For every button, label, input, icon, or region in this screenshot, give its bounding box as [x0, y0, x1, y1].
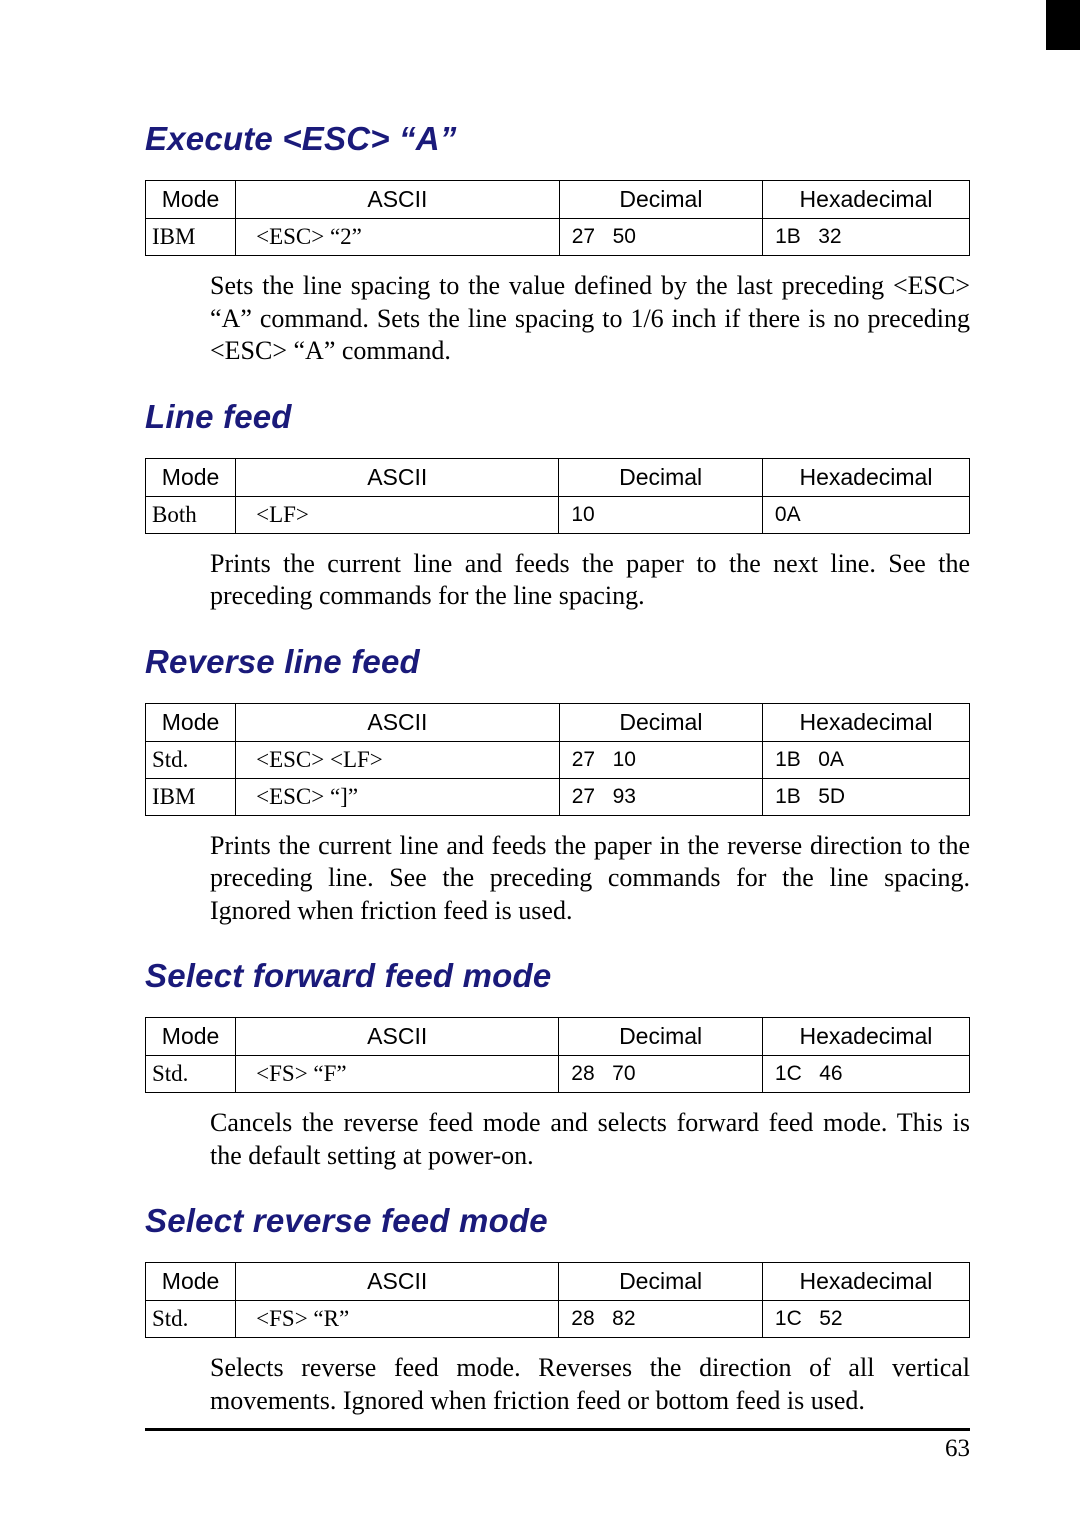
col-mode: Mode [146, 181, 236, 219]
section-title: Reverse line feed [145, 643, 970, 681]
col-mode: Mode [146, 703, 236, 741]
col-ascii: ASCII [236, 703, 560, 741]
cell-mode: Std. [146, 1301, 236, 1338]
col-hex: Hexadecimal [762, 1263, 969, 1301]
cell-ascii: <FS> “R” [236, 1301, 559, 1338]
table-row: Std. <ESC> <LF> 27 10 1B 0A [146, 741, 970, 778]
col-hex: Hexadecimal [762, 1018, 969, 1056]
table-row: Both <LF> 10 0A [146, 496, 970, 533]
command-table: Mode ASCII Decimal Hexadecimal Std. <FS>… [145, 1017, 970, 1093]
cell-ascii: <ESC> “]” [236, 778, 560, 815]
col-hex: Hexadecimal [762, 458, 969, 496]
cell-hex: 1C 46 [762, 1056, 969, 1093]
col-hex: Hexadecimal [763, 703, 970, 741]
cell-hex: 1B 0A [763, 741, 970, 778]
cell-mode: Std. [146, 741, 236, 778]
col-mode: Mode [146, 1263, 236, 1301]
command-table: Mode ASCII Decimal Hexadecimal Std. <ESC… [145, 703, 970, 816]
table-row: Std. <FS> “R” 28 82 1C 52 [146, 1301, 970, 1338]
cell-decimal: 27 50 [559, 219, 762, 256]
col-hex: Hexadecimal [763, 181, 970, 219]
cell-hex: 0A [762, 496, 969, 533]
table-header-row: Mode ASCII Decimal Hexadecimal [146, 181, 970, 219]
cell-ascii: <FS> “F” [236, 1056, 559, 1093]
cell-ascii: <ESC> “2” [236, 219, 560, 256]
col-ascii: ASCII [236, 181, 560, 219]
col-decimal: Decimal [559, 703, 762, 741]
cell-mode: IBM [146, 778, 236, 815]
cell-mode: Std. [146, 1056, 236, 1093]
section-description: Cancels the reverse feed mode and select… [210, 1107, 970, 1172]
cell-decimal: 27 93 [559, 778, 762, 815]
table-row: IBM <ESC> “]” 27 93 1B 5D [146, 778, 970, 815]
table-header-row: Mode ASCII Decimal Hexadecimal [146, 703, 970, 741]
command-table: Mode ASCII Decimal Hexadecimal IBM <ESC>… [145, 180, 970, 256]
cell-ascii: <ESC> <LF> [236, 741, 560, 778]
section-title: Line feed [145, 398, 970, 436]
col-ascii: ASCII [236, 1263, 559, 1301]
cell-ascii: <LF> [236, 496, 559, 533]
section-description: Prints the current line and feeds the pa… [210, 548, 970, 613]
section-description: Prints the current line and feeds the pa… [210, 830, 970, 928]
table-row: Std. <FS> “F” 28 70 1C 46 [146, 1056, 970, 1093]
col-decimal: Decimal [559, 1018, 763, 1056]
section-title: Execute <ESC> “A” [145, 120, 970, 158]
col-decimal: Decimal [559, 1263, 763, 1301]
page-footer: 63 [145, 1428, 970, 1463]
col-mode: Mode [146, 1018, 236, 1056]
col-decimal: Decimal [559, 181, 762, 219]
cell-decimal: 10 [559, 496, 763, 533]
section-description: Selects reverse feed mode. Reverses the … [210, 1352, 970, 1417]
cell-decimal: 28 70 [559, 1056, 763, 1093]
col-mode: Mode [146, 458, 236, 496]
table-header-row: Mode ASCII Decimal Hexadecimal [146, 1263, 970, 1301]
cell-decimal: 28 82 [559, 1301, 763, 1338]
table-row: IBM <ESC> “2” 27 50 1B 32 [146, 219, 970, 256]
table-header-row: Mode ASCII Decimal Hexadecimal [146, 1018, 970, 1056]
section-description: Sets the line spacing to the value defin… [210, 270, 970, 368]
table-header-row: Mode ASCII Decimal Hexadecimal [146, 458, 970, 496]
cell-hex: 1C 52 [762, 1301, 969, 1338]
cell-mode: IBM [146, 219, 236, 256]
col-ascii: ASCII [236, 458, 559, 496]
col-ascii: ASCII [236, 1018, 559, 1056]
corner-mark [1046, 0, 1080, 50]
section-title: Select forward feed mode [145, 957, 970, 995]
command-table: Mode ASCII Decimal Hexadecimal Std. <FS>… [145, 1262, 970, 1338]
cell-hex: 1B 5D [763, 778, 970, 815]
section-title: Select reverse feed mode [145, 1202, 970, 1240]
command-table: Mode ASCII Decimal Hexadecimal Both <LF>… [145, 458, 970, 534]
cell-decimal: 27 10 [559, 741, 762, 778]
cell-hex: 1B 32 [763, 219, 970, 256]
col-decimal: Decimal [559, 458, 763, 496]
cell-mode: Both [146, 496, 236, 533]
page-number: 63 [945, 1435, 970, 1462]
document-page: Execute <ESC> “A” Mode ASCII Decimal Hex… [0, 0, 1080, 1533]
